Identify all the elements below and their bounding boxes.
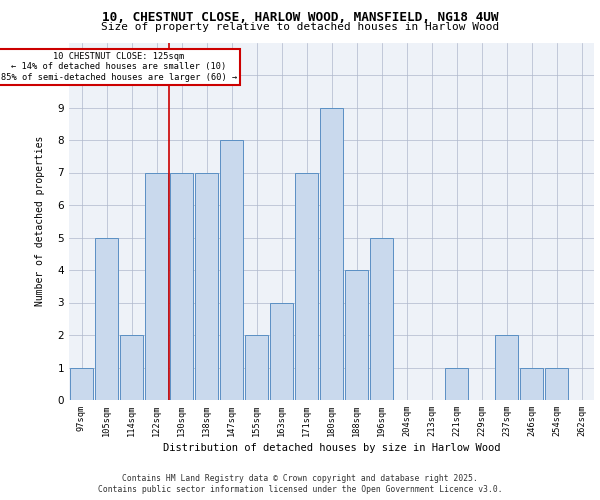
- Bar: [170, 172, 193, 400]
- Bar: [120, 335, 143, 400]
- Bar: [95, 238, 118, 400]
- Text: 10 CHESTNUT CLOSE: 125sqm
← 14% of detached houses are smaller (10)
85% of semi-: 10 CHESTNUT CLOSE: 125sqm ← 14% of detac…: [1, 52, 237, 82]
- Bar: [220, 140, 243, 400]
- Bar: [295, 172, 318, 400]
- Bar: [370, 238, 393, 400]
- Bar: [195, 172, 218, 400]
- Text: Contains HM Land Registry data © Crown copyright and database right 2025.
Contai: Contains HM Land Registry data © Crown c…: [98, 474, 502, 494]
- X-axis label: Distribution of detached houses by size in Harlow Wood: Distribution of detached houses by size …: [163, 444, 500, 454]
- Bar: [70, 368, 93, 400]
- Text: 10, CHESTNUT CLOSE, HARLOW WOOD, MANSFIELD, NG18 4UW: 10, CHESTNUT CLOSE, HARLOW WOOD, MANSFIE…: [102, 11, 498, 24]
- Bar: [545, 368, 568, 400]
- Bar: [245, 335, 268, 400]
- Text: Size of property relative to detached houses in Harlow Wood: Size of property relative to detached ho…: [101, 22, 499, 32]
- Bar: [145, 172, 168, 400]
- Y-axis label: Number of detached properties: Number of detached properties: [35, 136, 46, 306]
- Bar: [495, 335, 518, 400]
- Bar: [445, 368, 468, 400]
- Bar: [345, 270, 368, 400]
- Bar: [520, 368, 543, 400]
- Bar: [320, 108, 343, 400]
- Bar: [270, 302, 293, 400]
